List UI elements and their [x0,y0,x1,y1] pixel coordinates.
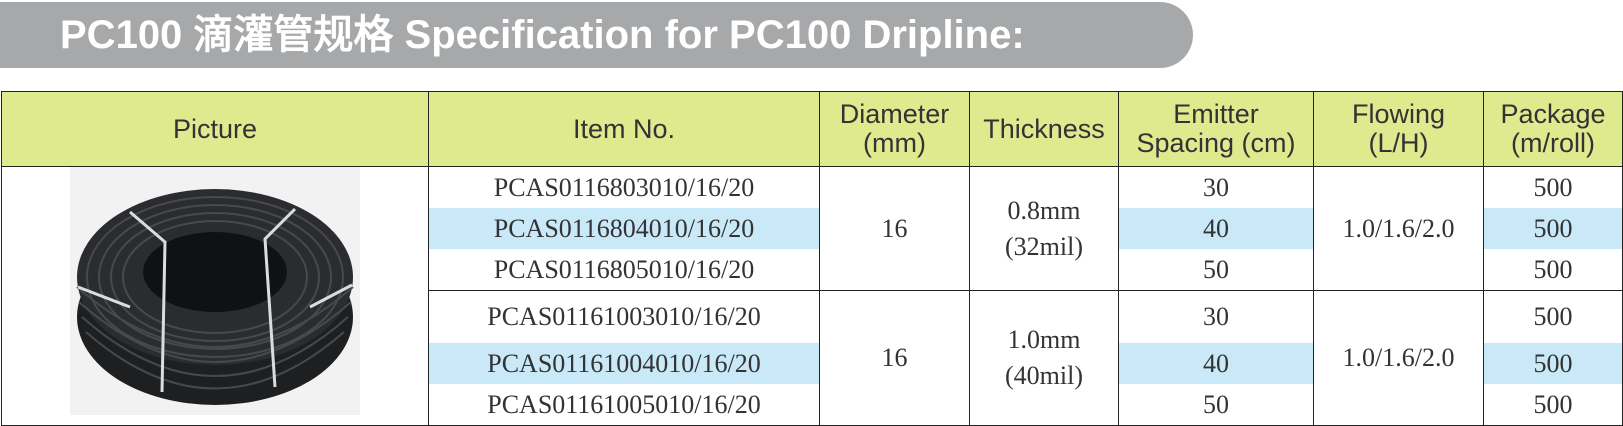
item-no: PCAS01161004010/16/20 [428,343,820,384]
flowing: 1.0/1.6/2.0 [1313,290,1484,426]
text-line: Picture [172,113,258,144]
text-line: Flowing [1351,99,1446,129]
text-line: (mm) [863,128,926,158]
text-line: 1.0mm [1007,325,1081,354]
text-line: Thickness [983,113,1105,144]
hose-coil-picture [70,167,360,415]
column-header: Flowing (L/H) [1313,91,1484,167]
column-header: Diameter (mm) [819,91,970,167]
header-row: Picture Item No. Diameter (mm) Thickness Emit… [1,91,1623,167]
emitter-spacing: 50 [1118,249,1314,291]
item-no: PCAS01161003010/16/20 [428,290,820,343]
package: 500 [1483,249,1623,291]
package: 500 [1483,290,1623,343]
coil-hole [143,232,287,312]
title-banner: PC100 滴灌管规格 Specification for PC100 Drip… [0,2,1193,68]
emitter-spacing: 30 [1118,166,1314,208]
column-header: Emitter Spacing (cm) [1118,91,1314,167]
data-row: PCAS0116804010/16/20 40 500 [2,208,1623,249]
diameter: 16 [819,166,970,291]
column-header: Thickness [969,91,1119,167]
item-no: PCAS01161005010/16/20 [428,384,820,426]
data-row: PCAS0116805010/16/20 50 500 [2,249,1623,291]
spec-table: Picture Item No. Diameter (mm) Thickness Emit… [1,91,1623,426]
package: 500 [1483,343,1623,384]
item-no: PCAS0116805010/16/20 [428,249,820,291]
text-line: (L/H) [1368,128,1429,158]
column-header: Picture [1,91,429,167]
text-line: (40mil) [1005,361,1083,390]
package: 500 [1483,208,1623,249]
text-line: Spacing (cm) [1136,128,1296,158]
text-line: 0.8mm [1007,195,1081,225]
emitter-spacing: 40 [1118,343,1314,384]
text-line: (m/roll) [1511,128,1595,158]
column-header: Package (m/roll) [1483,91,1623,167]
text-line: Diameter [839,99,950,129]
diameter: 16 [819,290,970,426]
text-line: Emitter [1173,99,1259,129]
flowing: 1.0/1.6/2.0 [1313,166,1484,291]
package: 500 [1483,384,1623,426]
data-row: PCAS01161003010/16/20 16 1.0mm (40mil) 30 1.0… [2,290,1623,426]
column-header: Item No. [428,91,820,167]
data-row: PCAS01161004010/16/20 40 500 [2,343,1623,384]
coil-straps [77,207,353,393]
emitter-spacing: 50 [1118,384,1314,426]
data-row: PCAS0116803010/16/20 16 0.8mm (32mil) 30 1.0/… [1,166,1623,426]
text-line: Package [1500,99,1606,129]
picture-cell [1,166,429,426]
text-line: Item No. [572,113,676,144]
emitter-spacing: 30 [1118,290,1314,343]
text-line: (32mil) [1005,231,1083,261]
thickness: 1.0mm (40mil) [969,290,1119,426]
coil-turns [76,196,354,390]
item-no: PCAS0116804010/16/20 [428,208,820,249]
thickness: 0.8mm (32mil) [969,166,1119,291]
package: 500 [1483,166,1623,208]
emitter-spacing: 40 [1118,208,1314,249]
item-no: PCAS0116803010/16/20 [428,166,820,208]
data-row: PCAS01161005010/16/20 50 500 [2,384,1623,426]
